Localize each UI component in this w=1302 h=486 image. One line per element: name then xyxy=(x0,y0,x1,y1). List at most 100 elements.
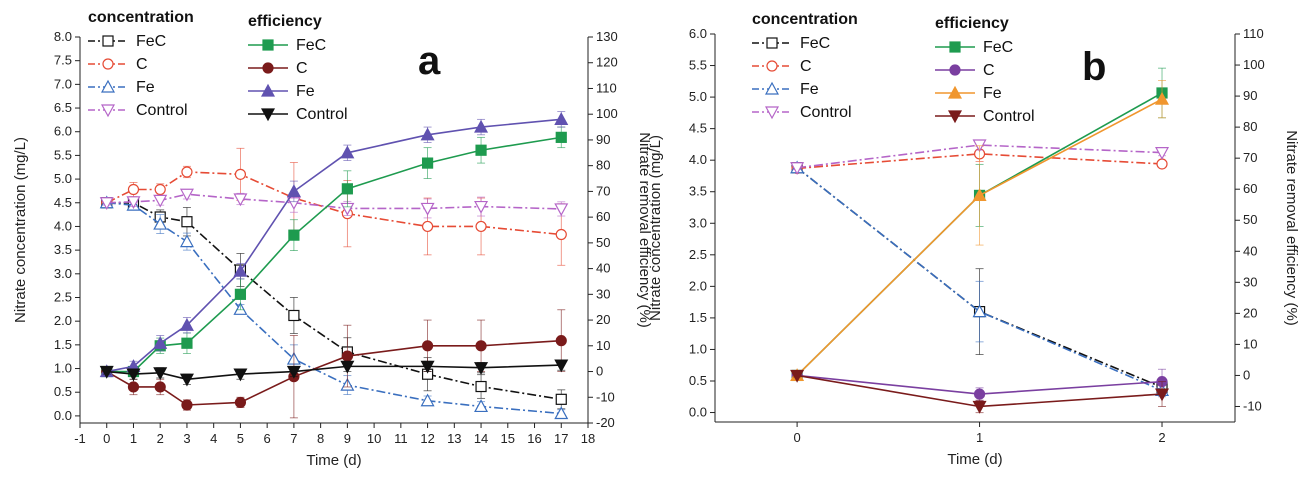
legend-label: FeC xyxy=(983,39,1013,56)
y2-tick-label: -10 xyxy=(596,389,615,404)
legend-group-title: concentration xyxy=(752,11,858,28)
y2-tick-label: 70 xyxy=(596,183,610,198)
y-tick-label: 7.5 xyxy=(54,53,72,68)
y-tick-label: 5.0 xyxy=(689,89,707,104)
data-point xyxy=(126,368,141,382)
legend: concentrationFeCCFeControlefficiencyFeCC… xyxy=(88,9,348,123)
y2-tick-label: 10 xyxy=(1243,336,1257,351)
legend-marker xyxy=(764,106,780,120)
legend-label: FeC xyxy=(136,33,166,50)
data-point xyxy=(153,194,168,208)
legend-marker xyxy=(102,58,114,70)
y2-tick-label: 0 xyxy=(1243,367,1250,382)
y-tick-label: 6.0 xyxy=(54,124,72,139)
legend-label: Control xyxy=(800,104,852,121)
data-point xyxy=(421,220,434,233)
x-tick-label: -1 xyxy=(74,431,86,446)
data-point xyxy=(420,202,435,216)
series-line xyxy=(106,171,562,236)
y2-tick-label: 60 xyxy=(596,209,610,224)
legend-label: Fe xyxy=(800,81,819,98)
series-line xyxy=(796,167,1163,392)
y2-tick-label: 10 xyxy=(596,338,610,353)
y-tick-label: 3.0 xyxy=(689,215,707,230)
y-tick-label: 5.5 xyxy=(689,58,707,73)
data-point xyxy=(475,380,487,393)
x-tick-label: 9 xyxy=(344,431,351,446)
x-tick-label: 4 xyxy=(210,431,217,446)
legend-marker xyxy=(764,81,780,95)
data-point xyxy=(972,304,987,318)
data-point xyxy=(555,131,567,143)
y2-tick-label: 110 xyxy=(1243,26,1264,41)
data-point xyxy=(99,197,114,211)
y2-tick-label: 90 xyxy=(1243,88,1257,103)
y2-tick-label: 30 xyxy=(596,286,610,301)
x-tick-label: 17 xyxy=(554,431,568,446)
data-point xyxy=(153,335,168,349)
y2-tick-label: 50 xyxy=(596,235,610,250)
legend-label: C xyxy=(136,56,148,73)
data-point xyxy=(179,317,194,331)
x-tick-label: 8 xyxy=(317,431,324,446)
x-axis-label: Time (d) xyxy=(947,451,1002,468)
data-point xyxy=(340,145,355,159)
data-point xyxy=(475,340,487,352)
y-axis-label: Nitrate concentration (mg/L) xyxy=(12,137,29,323)
data-point xyxy=(554,112,569,125)
data-point xyxy=(474,119,489,133)
data-point xyxy=(474,362,489,375)
x-tick-label: 2 xyxy=(1158,430,1165,445)
series-line xyxy=(796,167,1163,389)
legend: concentrationFeCCFeControlefficiencyFeCC… xyxy=(752,11,1035,125)
data-point xyxy=(288,229,300,241)
legend-label: Fe xyxy=(983,85,1002,102)
efficiency-series-c xyxy=(101,309,567,419)
data-point xyxy=(154,381,166,393)
x-tick-label: 0 xyxy=(793,430,800,445)
x-tick-label: 11 xyxy=(394,431,408,446)
data-point xyxy=(420,393,435,407)
data-point xyxy=(233,263,248,277)
y-tick-label: 4.0 xyxy=(54,218,72,233)
legend-marker xyxy=(947,85,963,99)
efficiency-series-control xyxy=(790,369,1170,414)
data-point xyxy=(972,188,987,202)
y2-tick-label: 110 xyxy=(596,80,617,95)
y2-tick-label: -10 xyxy=(1243,398,1262,413)
data-point xyxy=(1155,388,1170,402)
x-tick-label: 12 xyxy=(420,431,434,446)
legend-marker xyxy=(262,62,274,74)
legend-label: FeC xyxy=(296,37,326,54)
y-tick-label: 4.5 xyxy=(54,195,72,210)
data-point xyxy=(286,365,301,379)
y2-tick-label: 60 xyxy=(1243,181,1257,196)
data-point xyxy=(340,360,355,374)
y-tick-label: 8.0 xyxy=(54,29,72,44)
y-tick-label: 0.0 xyxy=(689,405,707,420)
data-point xyxy=(1155,91,1170,105)
data-point xyxy=(234,288,247,300)
data-point xyxy=(341,183,353,195)
y2-tick-label: 70 xyxy=(1243,150,1257,165)
legend-label: Control xyxy=(136,102,188,119)
legend-marker xyxy=(100,104,116,118)
legend-marker xyxy=(949,41,961,53)
efficiency-series-fe xyxy=(99,111,569,378)
y2-tick-label: 130 xyxy=(596,29,618,44)
series-line xyxy=(106,193,562,210)
y-tick-label: 1.0 xyxy=(54,361,72,376)
data-point xyxy=(475,220,487,233)
y-tick-label: 0.0 xyxy=(54,408,72,423)
data-point xyxy=(554,359,569,373)
data-point xyxy=(179,373,194,387)
data-point xyxy=(181,166,193,178)
y2-tick-label: 50 xyxy=(1243,212,1257,227)
data-point xyxy=(233,193,248,207)
y-tick-label: 1.5 xyxy=(54,337,72,352)
series-line xyxy=(106,339,562,406)
x-tick-label: 15 xyxy=(501,431,515,446)
y-axis-label: Nitrate concentration (mg/L) xyxy=(647,135,664,321)
legend-label: Fe xyxy=(136,79,155,96)
data-point xyxy=(555,393,567,405)
